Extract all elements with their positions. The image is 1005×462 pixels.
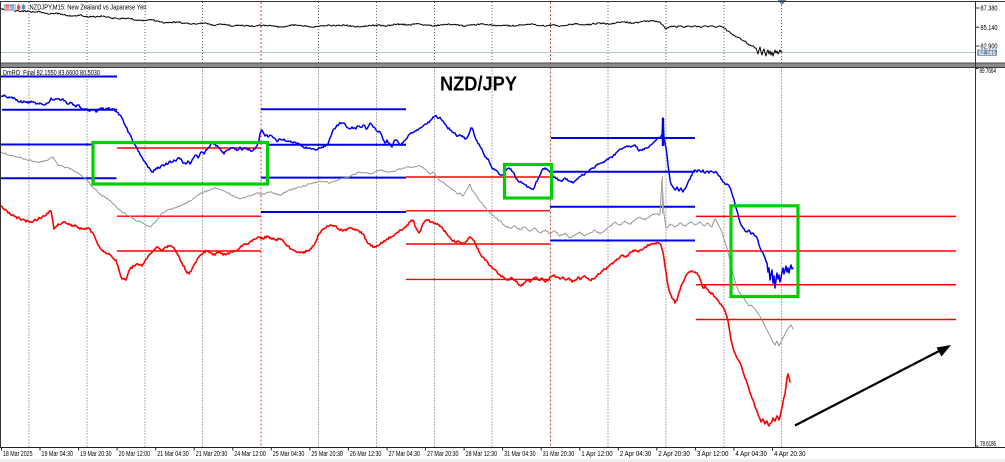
svg-text:24 Mar 12:00: 24 Mar 12:00 bbox=[234, 449, 265, 458]
svg-text:82.165: 82.165 bbox=[979, 50, 996, 57]
svg-text:19 Mar 20:30: 19 Mar 20:30 bbox=[80, 449, 112, 458]
svg-text:82.900: 82.900 bbox=[981, 42, 998, 51]
svg-text:27 Mar 20:30: 27 Mar 20:30 bbox=[427, 449, 459, 458]
svg-text:25 Mar 20:30: 25 Mar 20:30 bbox=[311, 449, 343, 458]
svg-text:20 Mar 12:00: 20 Mar 12:00 bbox=[119, 449, 151, 458]
svg-text:78.6186: 78.6186 bbox=[980, 439, 996, 448]
svg-text:4 Apr 04:30: 4 Apr 04:30 bbox=[735, 449, 767, 458]
svg-text:18 Mar 2025: 18 Mar 2025 bbox=[3, 449, 33, 458]
svg-text:2 Apr 20:30: 2 Apr 20:30 bbox=[658, 449, 690, 458]
svg-text:27 Mar 04:30: 27 Mar 04:30 bbox=[389, 449, 421, 458]
svg-text:21 Mar 20:30: 21 Mar 20:30 bbox=[196, 449, 228, 458]
svg-text:NZD/JPY: NZD/JPY bbox=[440, 74, 518, 96]
svg-text:85.140: 85.140 bbox=[981, 23, 998, 32]
svg-text:87.380: 87.380 bbox=[981, 4, 998, 13]
svg-text:19 Mar 04:30: 19 Mar 04:30 bbox=[42, 449, 74, 458]
svg-text:NZDJPY,M15: New Zealand vs Jap: NZDJPY,M15: New Zealand vs Japanese Yen bbox=[30, 3, 147, 12]
svg-text:31 Mar 20:30: 31 Mar 20:30 bbox=[543, 449, 575, 458]
svg-text:26 Mar 12:30: 26 Mar 12:30 bbox=[350, 449, 382, 458]
svg-text:25 Mar 04:30: 25 Mar 04:30 bbox=[273, 449, 305, 458]
svg-text:28 Mar 12:30: 28 Mar 12:30 bbox=[466, 449, 498, 458]
svg-text:89.7664: 89.7664 bbox=[980, 66, 997, 75]
svg-text:31 Mar 04:30: 31 Mar 04:30 bbox=[504, 449, 535, 458]
svg-text:21 Mar 04:30: 21 Mar 04:30 bbox=[157, 449, 189, 458]
svg-text:DmRO_Final 82.1550 83.6600 80.: DmRO_Final 82.1550 83.6600 80.5030 bbox=[3, 68, 100, 77]
svg-text:2 Apr 04:30: 2 Apr 04:30 bbox=[620, 449, 652, 458]
svg-text:3 Apr 12:00: 3 Apr 12:00 bbox=[697, 449, 729, 458]
svg-text:1 Apr 12:00: 1 Apr 12:00 bbox=[581, 449, 613, 458]
svg-text:4 Apr 20:30: 4 Apr 20:30 bbox=[774, 449, 806, 458]
